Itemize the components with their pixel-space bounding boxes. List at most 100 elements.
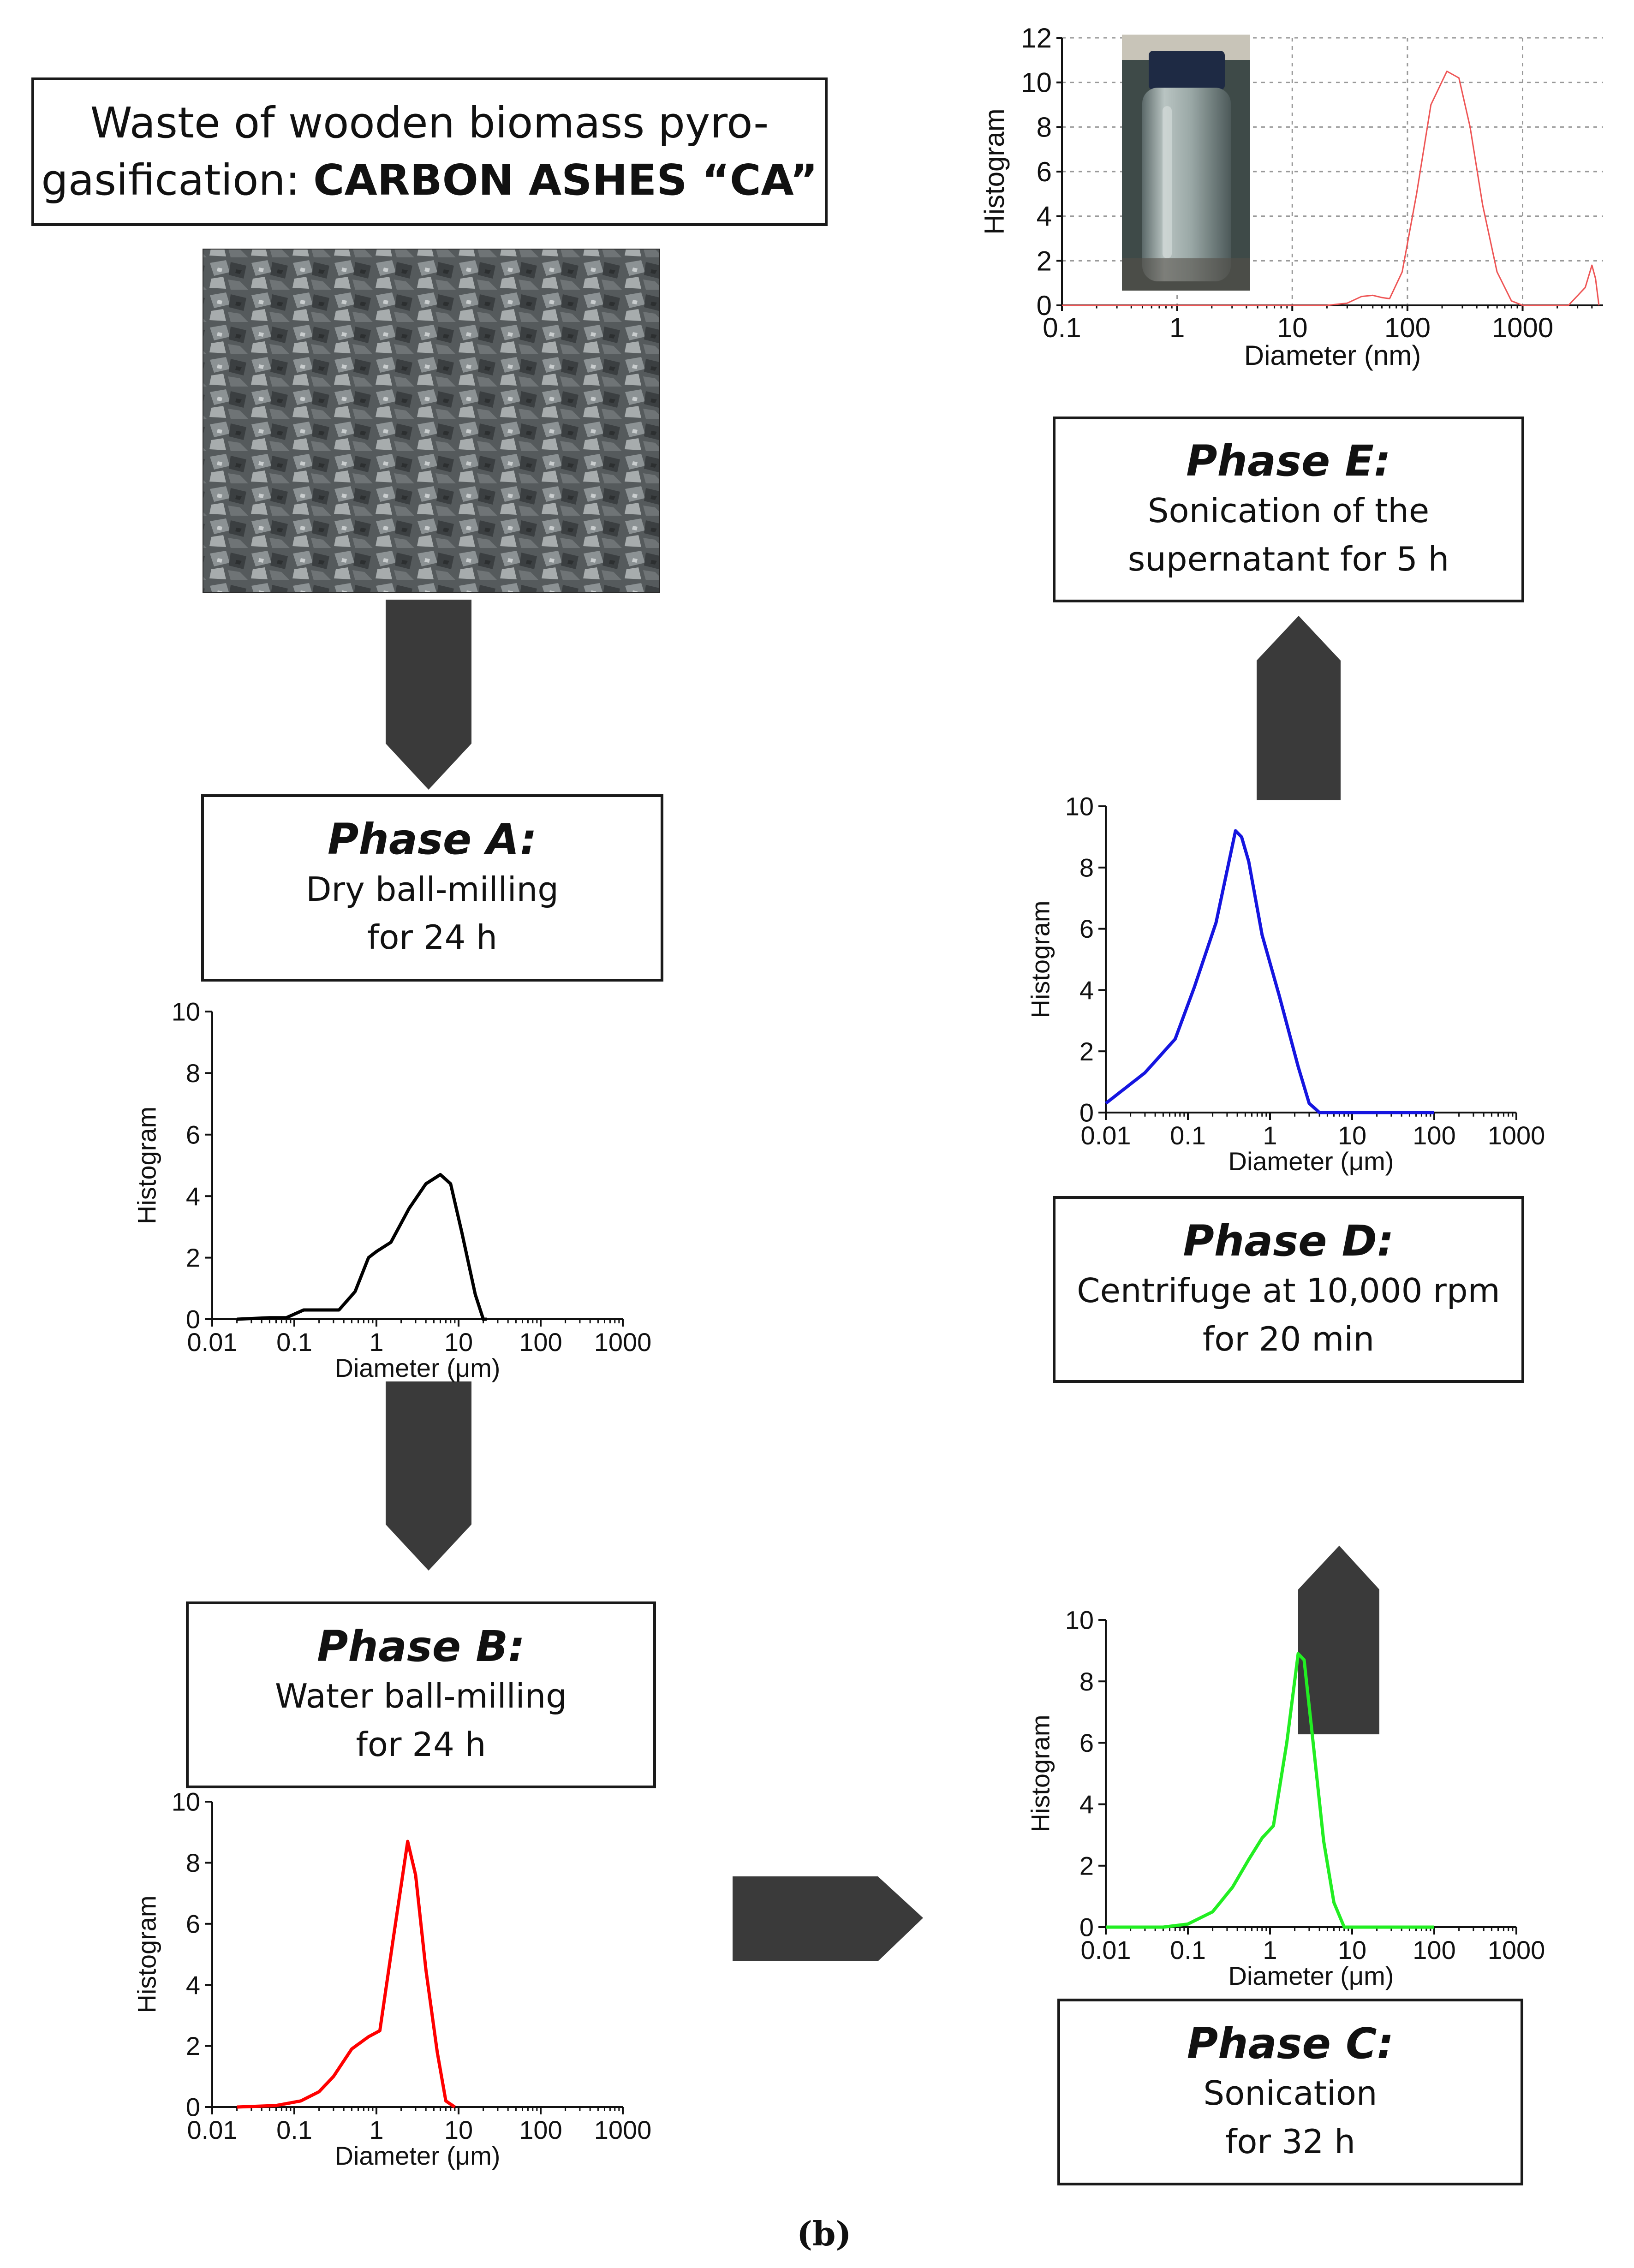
y-tick-label: 4 bbox=[186, 1182, 200, 1211]
x-axis-title: Diameter (μm) bbox=[335, 2141, 501, 2170]
y-axis-title: Histogram bbox=[1026, 900, 1055, 1018]
x-tick-label: 1 bbox=[1263, 1935, 1277, 1964]
arrow-start-to-a bbox=[386, 600, 471, 790]
y-tick-label: 10 bbox=[1065, 1606, 1094, 1635]
y-tick-label: 8 bbox=[1037, 112, 1052, 143]
phase-c-box: Phase C: Sonication for 32 h bbox=[1057, 1999, 1523, 2185]
x-tick-label: 10 bbox=[1338, 1935, 1366, 1964]
y-tick-label: 0 bbox=[1079, 1913, 1094, 1942]
phase-b-line1: Water ball-milling bbox=[274, 1677, 567, 1716]
x-tick-label: 0.1 bbox=[276, 1327, 312, 1357]
phase-e-chart: 0.1 1 10 100 1000 0 2 4 6 8 10 12 Diameter (nm) Histo… bbox=[979, 23, 1603, 371]
x-tick-label: 10 bbox=[1277, 312, 1308, 343]
carbon-ashes-line2: gasification: CARBON ASHES “CA” bbox=[41, 152, 817, 209]
y-axis-title: Histogram bbox=[132, 1895, 161, 2013]
carbon-ashes-bold: CARBON ASHES “CA” bbox=[313, 155, 818, 205]
y-tick-label: 12 bbox=[1021, 23, 1052, 54]
x-tick-label: 0.1 bbox=[1170, 1121, 1206, 1150]
x-axis-title: Diameter (nm) bbox=[1244, 340, 1421, 371]
x-tick-label: 10 bbox=[444, 1327, 473, 1357]
series-line bbox=[1104, 829, 1434, 1114]
phase-e-title: Phase E: bbox=[1186, 436, 1391, 486]
phase-c-line1: Sonication bbox=[1203, 2074, 1378, 2113]
y-tick-label: 6 bbox=[1079, 914, 1094, 943]
y-tick-label: 6 bbox=[186, 1909, 200, 1938]
series-line bbox=[237, 1173, 487, 1321]
x-tick-label: 100 bbox=[519, 1327, 562, 1357]
y-tick-label: 4 bbox=[186, 1970, 200, 2000]
x-tick-label: 100 bbox=[1384, 312, 1431, 343]
x-tick-label: 1 bbox=[369, 2115, 383, 2144]
x-tick-label: 10 bbox=[1338, 1121, 1366, 1150]
arrow-c-to-d bbox=[1298, 1546, 1379, 1734]
x-tick-label: 10 bbox=[444, 2115, 473, 2144]
x-tick-label: 0.01 bbox=[187, 1327, 238, 1357]
y-axis-title: Histogram bbox=[979, 108, 1010, 234]
phase-d-line1: Centrifuge at 10,000 rpm bbox=[1077, 1271, 1500, 1310]
x-tick-label: 0.01 bbox=[1081, 1935, 1131, 1964]
x-tick-label: 0.1 bbox=[1043, 312, 1081, 343]
phase-c-title: Phase C: bbox=[1187, 2018, 1394, 2068]
y-axis-title: Histogram bbox=[1026, 1714, 1055, 1832]
y-tick-label: 6 bbox=[1037, 156, 1052, 187]
y-tick-label: 6 bbox=[186, 1120, 200, 1149]
x-tick-label: 1 bbox=[1169, 312, 1185, 343]
y-tick-label: 2 bbox=[1037, 245, 1052, 276]
phase-d-line2: for 20 min bbox=[1202, 1319, 1375, 1358]
y-tick-label: 8 bbox=[186, 1848, 200, 1877]
x-tick-label: 1 bbox=[1263, 1121, 1277, 1150]
series-line bbox=[1106, 1652, 1434, 1929]
phase-b-line2: for 24 h bbox=[356, 1725, 486, 1764]
x-tick-label: 1000 bbox=[1488, 1935, 1545, 1964]
x-tick-label: 100 bbox=[519, 2115, 562, 2144]
x-tick-label: 1000 bbox=[594, 2115, 652, 2144]
phase-c-line2: for 32 h bbox=[1225, 2122, 1356, 2161]
y-tick-label: 0 bbox=[186, 1305, 200, 1334]
x-tick-label: 0.01 bbox=[1081, 1121, 1131, 1150]
figure-caption: (b) bbox=[797, 2214, 852, 2253]
y-tick-label: 2 bbox=[1079, 1851, 1094, 1880]
x-tick-label: 100 bbox=[1413, 1121, 1455, 1150]
phase-a-line2: for 24 h bbox=[367, 918, 498, 957]
x-tick-label: 0.01 bbox=[187, 2115, 238, 2144]
arrow-b-to-c bbox=[733, 1876, 923, 1961]
y-tick-label: 0 bbox=[1037, 290, 1052, 321]
arrow-a-to-b bbox=[386, 1381, 471, 1571]
phase-b-box: Phase B: Water ball-milling for 24 h bbox=[186, 1601, 656, 1788]
y-tick-label: 8 bbox=[1079, 1667, 1094, 1696]
y-tick-label: 2 bbox=[1079, 1037, 1094, 1066]
y-tick-label: 0 bbox=[186, 2093, 200, 2122]
y-tick-label: 10 bbox=[172, 997, 200, 1026]
x-axis-title: Diameter (μm) bbox=[335, 1353, 501, 1382]
series-line bbox=[1062, 71, 1600, 306]
phase-d-title: Phase D: bbox=[1183, 1216, 1394, 1266]
phase-a-title: Phase A: bbox=[328, 815, 537, 864]
y-tick-label: 4 bbox=[1079, 976, 1094, 1005]
x-tick-label: 1000 bbox=[594, 1327, 652, 1357]
y-tick-label: 6 bbox=[1079, 1728, 1094, 1757]
y-tick-label: 4 bbox=[1037, 201, 1052, 232]
x-tick-label: 1000 bbox=[1488, 1121, 1545, 1150]
y-tick-label: 10 bbox=[1021, 67, 1052, 98]
phase-a-box: Phase A: Dry ball-milling for 24 h bbox=[201, 794, 663, 982]
phase-d-box: Phase D: Centrifuge at 10,000 rpm for 20… bbox=[1053, 1196, 1524, 1383]
y-tick-label: 8 bbox=[186, 1059, 200, 1088]
phase-b-title: Phase B: bbox=[316, 1621, 525, 1671]
y-axis-title: Histogram bbox=[132, 1107, 161, 1224]
carbon-ashes-line1: Waste of wooden biomass pyro- bbox=[90, 98, 769, 148]
carbon-ashes-box: Waste of wooden biomass pyro- gasificati… bbox=[31, 77, 828, 226]
x-tick-label: 1000 bbox=[1492, 312, 1553, 343]
phase-e-line2: supernatant for 5 h bbox=[1127, 539, 1449, 578]
x-tick-label: 0.1 bbox=[276, 2115, 312, 2144]
phase-e-line1: Sonication of the bbox=[1147, 491, 1430, 530]
phase-e-box: Phase E: Sonication of the supernatant f… bbox=[1053, 417, 1524, 602]
carbon-ashes-photo bbox=[203, 249, 660, 593]
y-tick-label: 0 bbox=[1079, 1098, 1094, 1127]
series-line bbox=[237, 1839, 456, 2109]
